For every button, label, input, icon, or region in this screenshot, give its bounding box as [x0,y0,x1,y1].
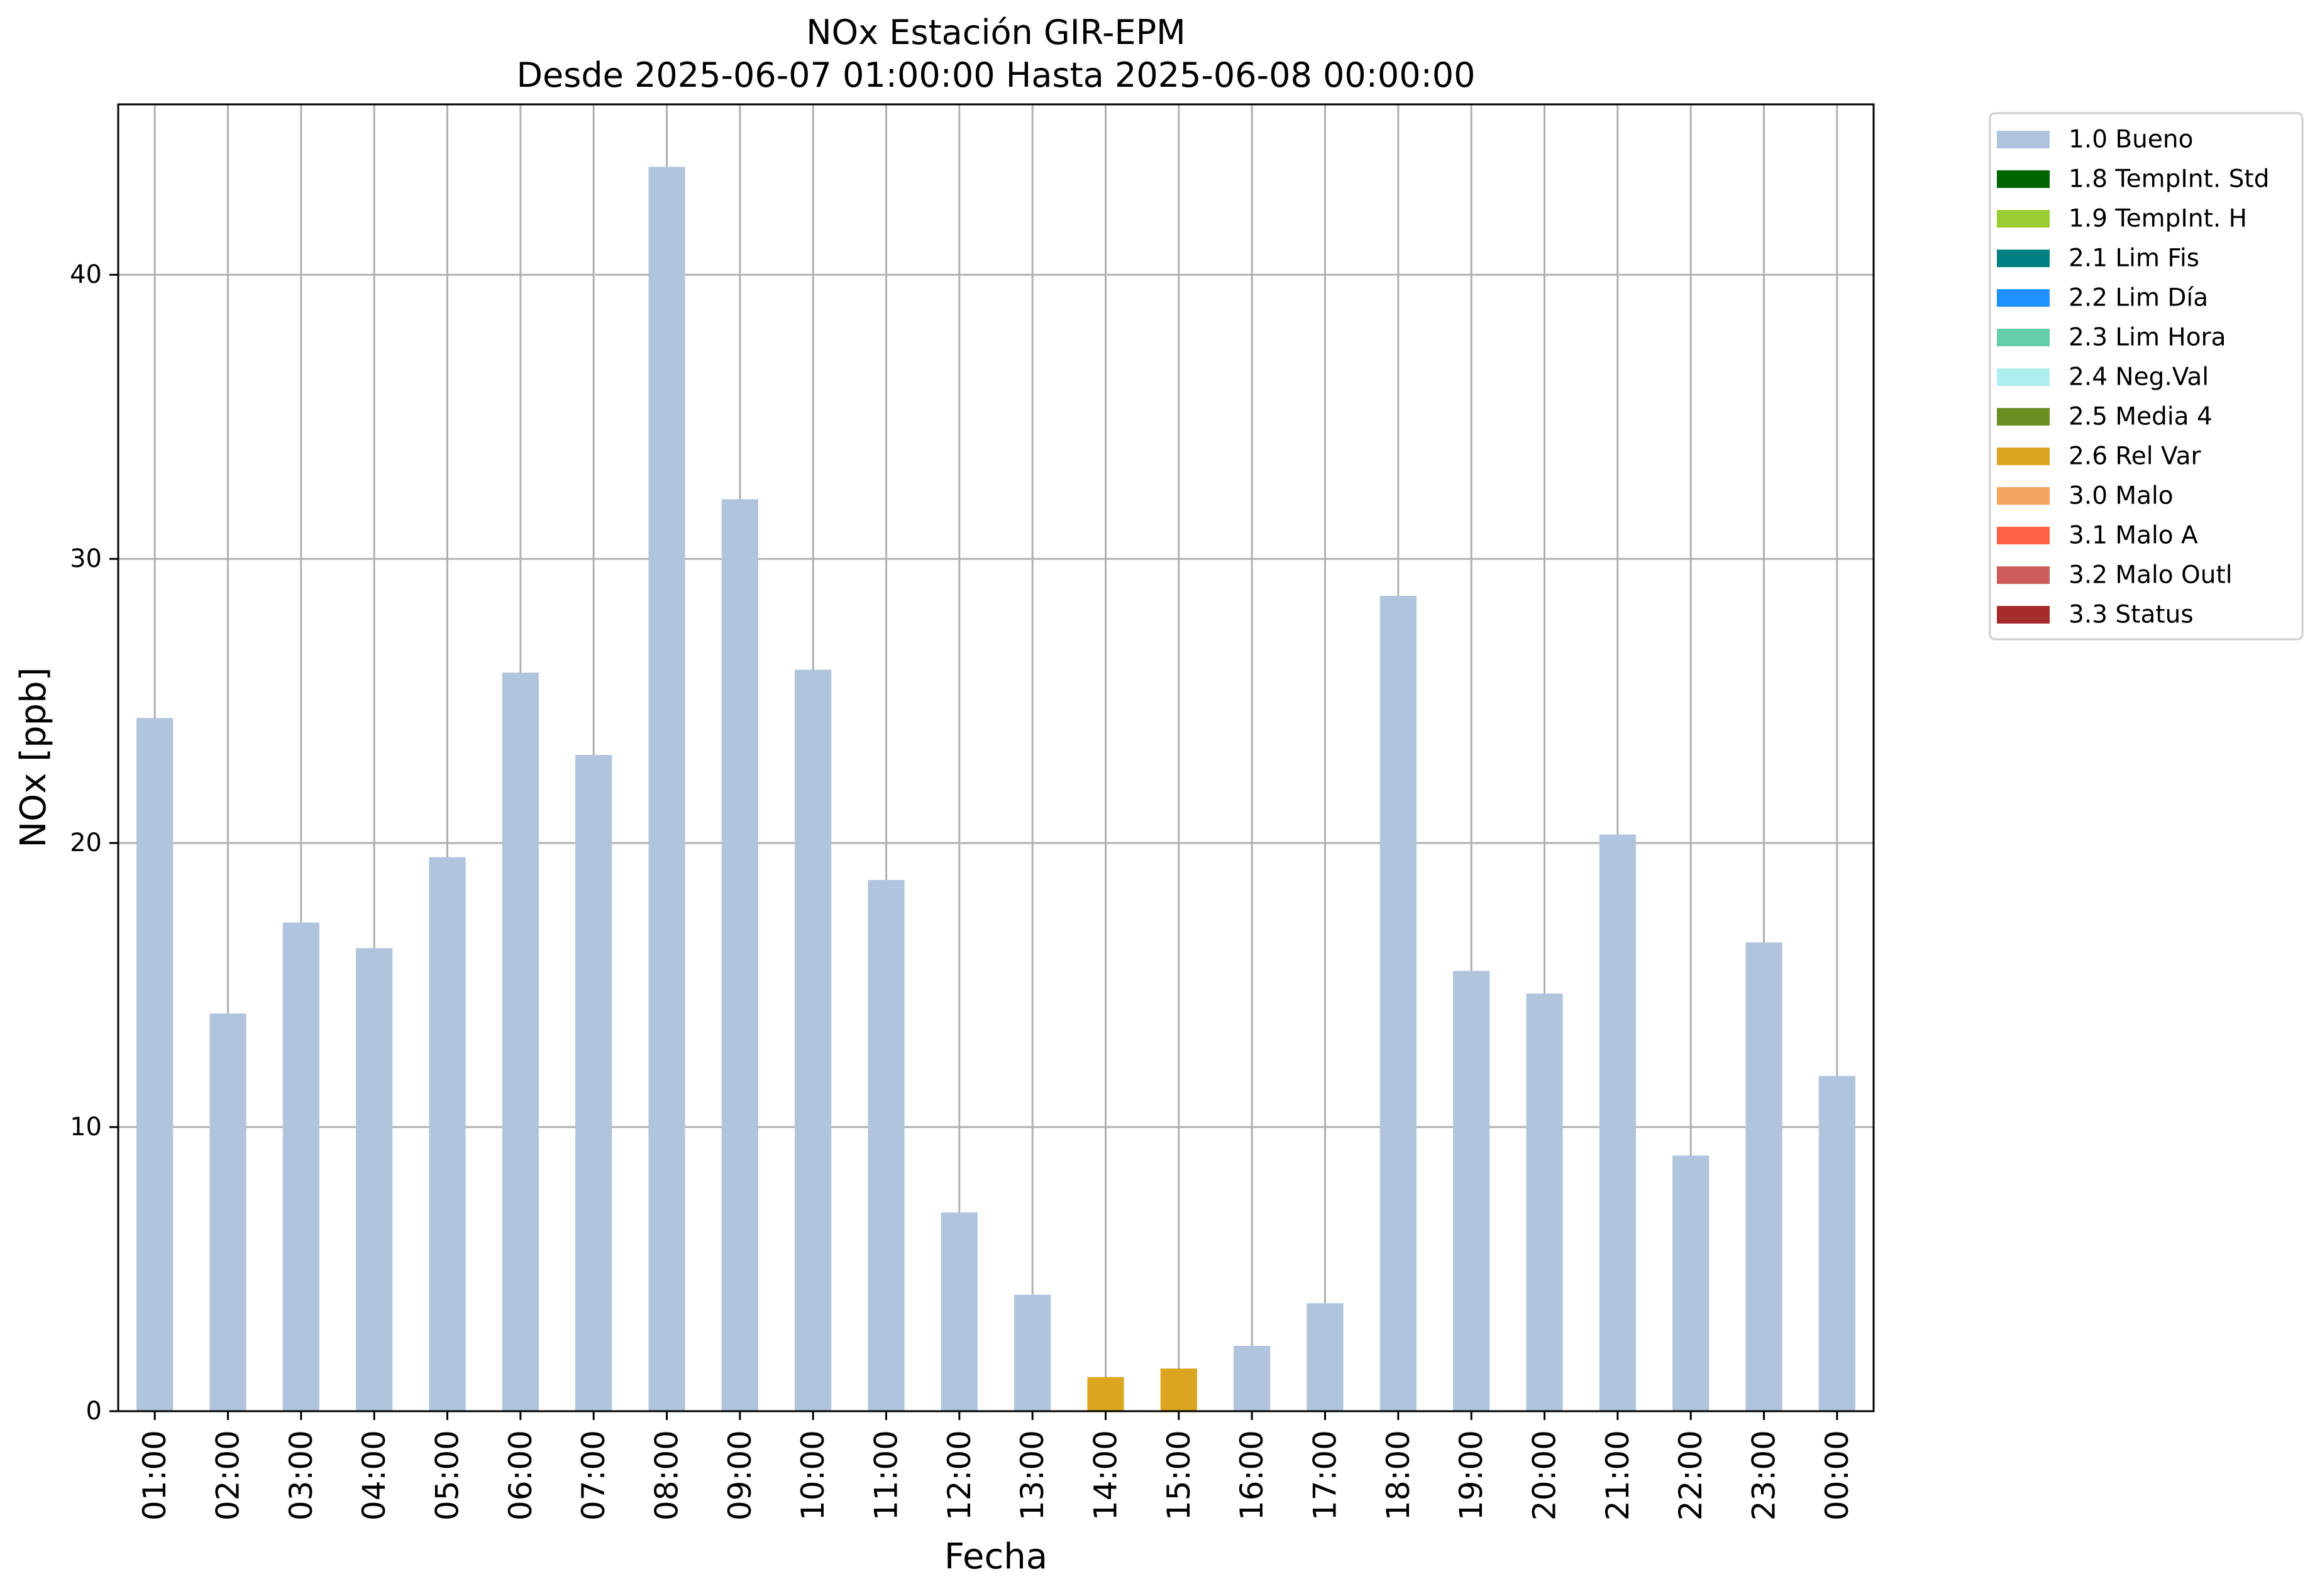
x-tick-label: 13:00 [1014,1430,1051,1521]
x-tick-label: 06:00 [502,1430,539,1521]
legend-label: 3.3 Status [2069,601,2194,629]
legend-label: 3.2 Malo Outl [2069,561,2233,590]
legend-label: 1.0 Bueno [2069,126,2193,154]
x-tick-label: 17:00 [1307,1430,1344,1521]
bar-0400 [356,948,393,1411]
legend-label: 2.6 Rel Var [2069,443,2202,471]
legend-label: 3.1 Malo A [2069,522,2198,550]
legend-swatch [1997,210,2050,228]
x-tick-label: 09:00 [722,1430,758,1521]
bar-2300 [1745,942,1782,1411]
x-tick-label: 16:00 [1234,1430,1270,1521]
y-axis-label: NOx [ppb] [13,667,54,847]
legend-label: 2.3 Lim Hora [2069,324,2226,352]
x-tick-label: 05:00 [429,1430,466,1521]
legend-label: 2.5 Media 4 [2069,403,2213,431]
bar-2000 [1526,993,1563,1411]
x-tick-label: 00:00 [1819,1430,1855,1521]
bar-1400 [1087,1377,1124,1411]
x-tick-label: 18:00 [1380,1430,1417,1521]
legend-swatch [1997,289,2050,307]
bar-1500 [1160,1368,1197,1411]
y-tick-label: 0 [86,1397,102,1426]
x-tick-label: 19:00 [1453,1430,1489,1521]
bar-1300 [1014,1294,1051,1411]
bar-2200 [1672,1155,1710,1411]
x-tick-label: 22:00 [1672,1430,1709,1521]
bar-1600 [1234,1346,1271,1411]
x-tick-label: 07:00 [575,1430,612,1521]
y-tick-label: 30 [70,544,102,573]
x-tick-label: 12:00 [941,1430,978,1521]
legend-label: 1.9 TempInt. H [2069,205,2247,233]
legend: 1.0 Bueno 1.8 TempInt. Std 1.9 TempInt. H 2… [1989,112,2304,641]
legend-swatch [1997,131,2050,148]
bar-1800 [1379,595,1417,1411]
legend-swatch [1997,329,2050,346]
y-tick-label: 20 [70,828,102,857]
x-tick-label: 08:00 [649,1430,685,1521]
x-tick-label: 20:00 [1527,1430,1563,1521]
x-tick-label: 04:00 [356,1430,392,1521]
x-axis-label: Fecha [944,1536,1047,1577]
legend-label: 1.8 TempInt. Std [2069,165,2269,194]
legend-swatch [1997,250,2050,267]
legend-label: 2.4 Neg.Val [2069,363,2209,392]
chart-title-line1: NOx Estación GIR-EPM [806,13,1186,52]
legend-swatch [1997,448,2050,465]
bar-2100 [1599,834,1636,1411]
plot-area-frame [117,103,1875,1412]
x-tick-label: 02:00 [210,1430,246,1521]
bar-1200 [941,1212,978,1411]
x-tick-label: 23:00 [1746,1430,1782,1521]
x-tick-label: 11:00 [868,1430,905,1521]
x-tick-label: 03:00 [283,1430,319,1521]
bar-0800 [648,167,685,1411]
x-tick-label: 10:00 [795,1430,831,1521]
legend-swatch [1997,368,2050,386]
bar-1000 [795,669,832,1411]
bar-1100 [868,879,905,1411]
x-tick-label: 01:00 [136,1430,173,1521]
x-tick-label: 14:00 [1088,1430,1124,1521]
bar-0600 [502,672,539,1411]
legend-swatch [1997,527,2050,544]
legend-label: 2.2 Lim Día [2069,284,2208,312]
bar-0000 [1818,1076,1855,1411]
y-tick-label: 10 [70,1113,102,1142]
legend-label: 3.0 Malo [2069,482,2174,510]
bar-0100 [136,718,174,1411]
legend-swatch [1997,170,2050,188]
y-tick-label: 40 [70,260,102,289]
x-tick-label: 15:00 [1161,1430,1197,1521]
bar-0200 [209,1013,246,1411]
bar-1700 [1307,1303,1344,1411]
bar-0300 [282,922,319,1411]
bar-1900 [1453,971,1490,1411]
legend-label: 2.1 Lim Fis [2069,245,2199,273]
legend-frame [1989,112,2304,641]
bar-0900 [721,499,758,1412]
bar-0700 [575,754,612,1411]
legend-swatch [1997,408,2050,426]
legend-swatch [1997,566,2050,584]
legend-swatch [1997,606,2050,624]
bar-0500 [429,857,466,1411]
legend-swatch [1997,487,2050,505]
x-tick-label: 21:00 [1600,1430,1636,1521]
chart-title-line2: Desde 2025-06-07 01:00:00 Hasta 2025-06-… [516,55,1475,95]
